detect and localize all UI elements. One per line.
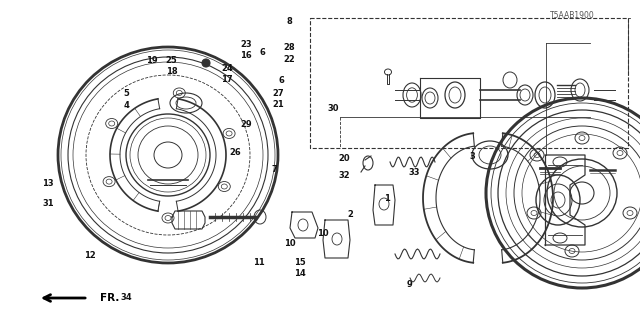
Text: 18: 18 [166, 68, 177, 76]
Text: 2: 2 [348, 210, 354, 219]
Text: 23: 23 [241, 40, 252, 49]
Text: 34: 34 [120, 293, 132, 302]
Text: 25: 25 [166, 56, 177, 65]
Text: 20: 20 [339, 154, 350, 163]
Text: FR.: FR. [100, 293, 120, 303]
Text: 5: 5 [124, 89, 130, 98]
Text: 7: 7 [271, 165, 276, 174]
Text: 27: 27 [273, 89, 284, 98]
Text: 10: 10 [284, 239, 296, 248]
Text: 33: 33 [409, 168, 420, 177]
Text: 21: 21 [273, 100, 284, 109]
Text: 17: 17 [221, 75, 233, 84]
Text: 29: 29 [241, 120, 252, 129]
Text: 1: 1 [384, 194, 390, 203]
Text: 13: 13 [42, 180, 54, 188]
Text: 11: 11 [253, 258, 265, 267]
Text: T5AAB1900: T5AAB1900 [550, 11, 595, 20]
Text: 22: 22 [284, 55, 295, 64]
Text: 6: 6 [278, 76, 285, 85]
Text: 10: 10 [317, 229, 329, 238]
Text: 15: 15 [294, 258, 305, 267]
Text: 28: 28 [284, 44, 295, 52]
Text: 14: 14 [294, 269, 305, 278]
Text: 8: 8 [287, 17, 292, 26]
Text: 16: 16 [241, 52, 252, 60]
Text: 4: 4 [124, 101, 130, 110]
Text: 6: 6 [259, 48, 266, 57]
Text: 12: 12 [84, 252, 95, 260]
Text: 30: 30 [327, 104, 339, 113]
Text: 19: 19 [147, 56, 158, 65]
Text: 31: 31 [42, 199, 54, 208]
Text: 9: 9 [407, 280, 412, 289]
Text: 3: 3 [470, 152, 475, 161]
Text: 24: 24 [221, 64, 233, 73]
Text: 32: 32 [339, 171, 350, 180]
Ellipse shape [202, 59, 210, 67]
Text: 26: 26 [230, 148, 241, 157]
